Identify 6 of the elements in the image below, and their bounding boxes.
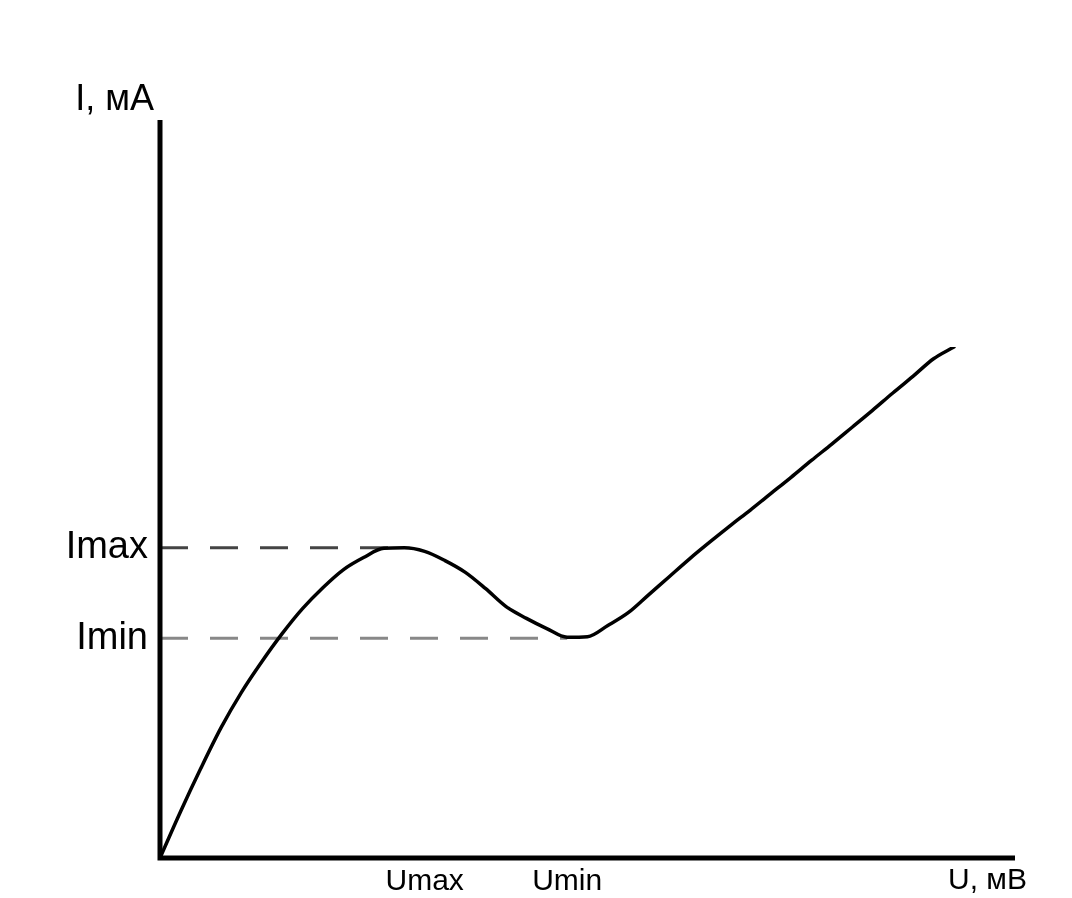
ref-line-label: Imax: [65, 524, 148, 567]
x-axis-title: U, мВ: [948, 862, 1027, 896]
ref-line-label: Imin: [76, 614, 148, 657]
text: I, мА: [75, 76, 154, 118]
x-tick-label: Umin: [532, 863, 603, 897]
x-tick-label: Umax: [385, 863, 464, 897]
